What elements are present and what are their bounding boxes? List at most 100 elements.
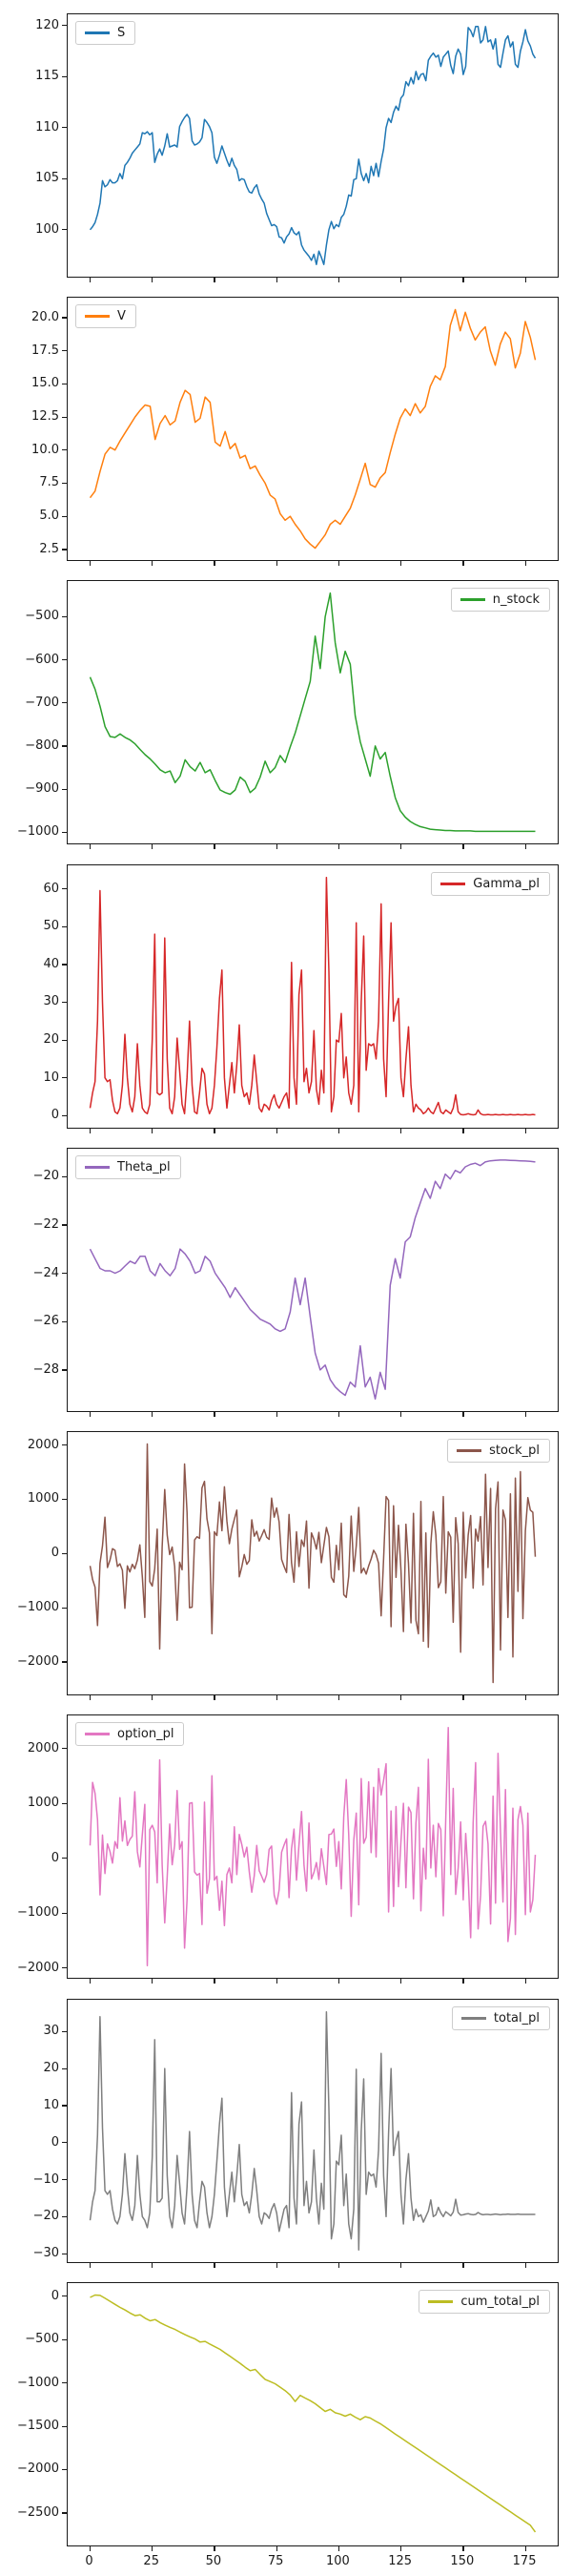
legend-label: n_stock: [492, 592, 540, 607]
total_pl-line: [89, 2011, 536, 2251]
x-tick-mark: [462, 2263, 464, 2268]
y-tick-label: −800: [25, 737, 59, 753]
x-tick-mark: [89, 2546, 92, 2551]
x-tick-mark: [400, 1979, 402, 1984]
y-tick-label: −30: [32, 2246, 59, 2261]
x-tick-mark: [337, 1129, 340, 1133]
y-tick-mark: [62, 1802, 67, 1804]
x-tick-mark: [400, 844, 402, 849]
axes-theta-pl: Theta_pl: [62, 1148, 559, 1417]
y-tick-label: 0: [51, 1546, 59, 1561]
y-tick-label: 110: [35, 119, 59, 135]
y-tick-label: −500: [25, 609, 59, 624]
y-tick-label: 60: [43, 881, 59, 896]
y-tick-mark: [62, 702, 67, 704]
y-tick-label: −2000: [17, 2462, 59, 2477]
y-tick-label: 2.5: [39, 541, 59, 556]
y-tick-label: −20: [32, 2209, 59, 2224]
option_pl-line: [89, 1726, 537, 1967]
y-tick-mark: [62, 449, 67, 451]
x-tick-mark: [462, 2546, 464, 2551]
x-tick-mark: [152, 1979, 153, 1984]
y-tick-label: 20.0: [31, 309, 59, 324]
y-tick-mark: [62, 1001, 67, 1004]
x-tick-mark: [152, 844, 153, 849]
x-tick-mark: [89, 1979, 92, 1984]
subplot-cum-total-pl: cum_total_pl −2500 −2000 −1500 −1000 −500 0 0 2…: [0, 2282, 572, 2568]
x-tick-mark: [276, 1412, 277, 1417]
subplot-stock-pl: stock_pl −2000 −1000 0 1000 2000: [0, 1431, 572, 1714]
legend-n-stock: n_stock: [450, 588, 550, 612]
subplot-s: S 100 105 110 115 120: [0, 13, 572, 297]
x-tick-mark: [276, 561, 277, 566]
y-tick-label: 2000: [27, 1740, 59, 1755]
y-tick-label: −22: [32, 1216, 59, 1232]
legend-line-sample: [85, 1166, 110, 1169]
y-tick-mark: [62, 1498, 67, 1501]
x-tick-label: 25: [143, 2554, 159, 2568]
y-tick-mark: [62, 1858, 67, 1859]
legend-theta-pl: Theta_pl: [75, 1155, 181, 1179]
axes-total-pl: total_pl: [62, 1999, 559, 2268]
y-tick-mark: [62, 229, 67, 231]
y-tick-label: −10: [32, 2171, 59, 2187]
legend-label: Theta_pl: [117, 1160, 171, 1174]
x-tick-mark: [337, 278, 340, 282]
legend-line-sample: [457, 1449, 482, 1452]
y-tick-label: −700: [25, 695, 59, 710]
y-tick-label: 1000: [27, 1796, 59, 1811]
x-tick-mark: [337, 844, 340, 849]
x-tick-mark: [524, 561, 526, 566]
x-tick-mark: [400, 2263, 402, 2268]
y-tick-label: 20: [43, 2061, 59, 2076]
y-tick-label: −28: [32, 1361, 59, 1377]
y-tick-mark: [62, 317, 67, 319]
option-pl-line-plot: [89, 1726, 537, 1967]
y-tick-label: 12.5: [31, 409, 59, 424]
y-tick-mark: [62, 788, 67, 790]
y-tick-mark: [62, 1224, 67, 1226]
y-tick-mark: [62, 1748, 67, 1750]
legend-label: Gamma_pl: [473, 877, 540, 891]
y-tick-label: −1000: [17, 2375, 59, 2390]
x-tick-mark: [462, 844, 464, 849]
x-tick-mark: [337, 561, 340, 566]
y-tick-mark: [62, 1967, 67, 1969]
legend-gamma-pl: Gamma_pl: [431, 872, 550, 896]
legend-label: cum_total_pl: [460, 2295, 540, 2309]
x-tick-mark: [524, 1695, 526, 1700]
theta-pl-line-plot: [89, 1159, 536, 1401]
y-tick-label: −1000: [17, 824, 59, 840]
subplot-n-stock: n_stock −1000 −900 −800 −700 −600 −500: [0, 580, 572, 863]
y-tick-label: −20: [32, 1169, 59, 1184]
y-tick-label: −2500: [17, 2504, 59, 2520]
s-line-plot: [89, 26, 537, 265]
y-tick-label: 0: [51, 1108, 59, 1123]
x-tick-mark: [89, 1695, 92, 1700]
y-tick-label: 10: [43, 2097, 59, 2112]
y-tick-mark: [62, 1661, 67, 1663]
y-tick-mark: [62, 75, 67, 77]
x-tick-mark: [400, 561, 402, 566]
y-tick-label: −24: [32, 1265, 59, 1280]
x-tick-mark: [276, 1129, 277, 1133]
legend-label: S: [117, 26, 126, 40]
x-tick-mark: [276, 2546, 277, 2551]
x-tick-label: 75: [267, 2554, 284, 2568]
y-tick-mark: [62, 1175, 67, 1177]
y-tick-mark: [62, 177, 67, 179]
y-tick-label: 10.0: [31, 442, 59, 457]
y-tick-mark: [62, 2030, 67, 2033]
axes-cum-total-pl: cum_total_pl: [62, 2282, 559, 2551]
x-tick-mark: [276, 844, 277, 849]
n-stock-line-plot: [89, 592, 536, 833]
axes-stock-pl: stock_pl: [62, 1431, 559, 1700]
gamma-pl-line-plot: [89, 876, 536, 1116]
subplot-v: V 2.5 5.0 7.5 10.0 12.5 15.0 17.5 20.0: [0, 297, 572, 580]
axes-option-pl: option_pl: [62, 1714, 559, 1984]
y-tick-mark: [62, 549, 67, 551]
y-tick-label: 7.5: [39, 475, 59, 490]
y-tick-mark: [62, 1444, 67, 1446]
y-tick-mark: [62, 615, 67, 618]
